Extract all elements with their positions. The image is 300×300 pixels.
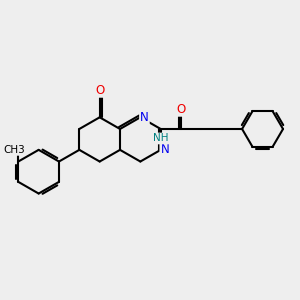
Text: N: N [140,111,149,124]
Text: N: N [160,143,169,156]
Text: CH3: CH3 [3,145,25,155]
Text: O: O [95,84,104,97]
Text: NH: NH [153,134,169,143]
Text: O: O [176,103,186,116]
